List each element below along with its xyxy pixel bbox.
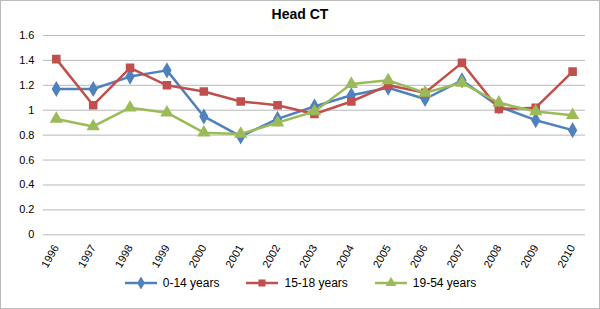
svg-text:2008: 2008	[481, 243, 504, 270]
svg-text:2001: 2001	[223, 243, 246, 270]
svg-text:0.6: 0.6	[19, 154, 34, 166]
svg-text:2005: 2005	[370, 243, 393, 270]
svg-text:1.4: 1.4	[19, 54, 34, 66]
svg-text:0.8: 0.8	[19, 129, 34, 141]
svg-text:2009: 2009	[518, 243, 541, 270]
html-text:19-54 years: 19-54 years	[412, 276, 477, 291]
html-text:Head CT: Head CT	[271, 6, 329, 22]
svg-text:2004: 2004	[334, 243, 357, 270]
html-text:15-18 years: 15-18 years	[284, 276, 348, 291]
svg-text:1998: 1998	[112, 243, 135, 270]
svg-text:0.4: 0.4	[19, 178, 34, 190]
svg-text:1999: 1999	[149, 243, 172, 270]
svg-text:2006: 2006	[407, 243, 430, 270]
svg-text:2010: 2010	[555, 243, 578, 270]
svg-text:1.6: 1.6	[19, 29, 34, 41]
svg-text:0: 0	[28, 228, 34, 240]
svg-text:2003: 2003	[297, 243, 320, 270]
svg-text:2007: 2007	[444, 243, 467, 270]
svg-text:1.2: 1.2	[19, 79, 34, 91]
svg-text:0.2: 0.2	[19, 203, 34, 215]
svg-text:1996: 1996	[39, 243, 62, 270]
svg-text:2000: 2000	[186, 243, 209, 270]
html-text:0-14 years: 0-14 years	[162, 276, 220, 291]
svg-text:2002: 2002	[260, 243, 283, 270]
svg-text:1997: 1997	[75, 243, 98, 270]
svg-text:1: 1	[28, 104, 34, 116]
